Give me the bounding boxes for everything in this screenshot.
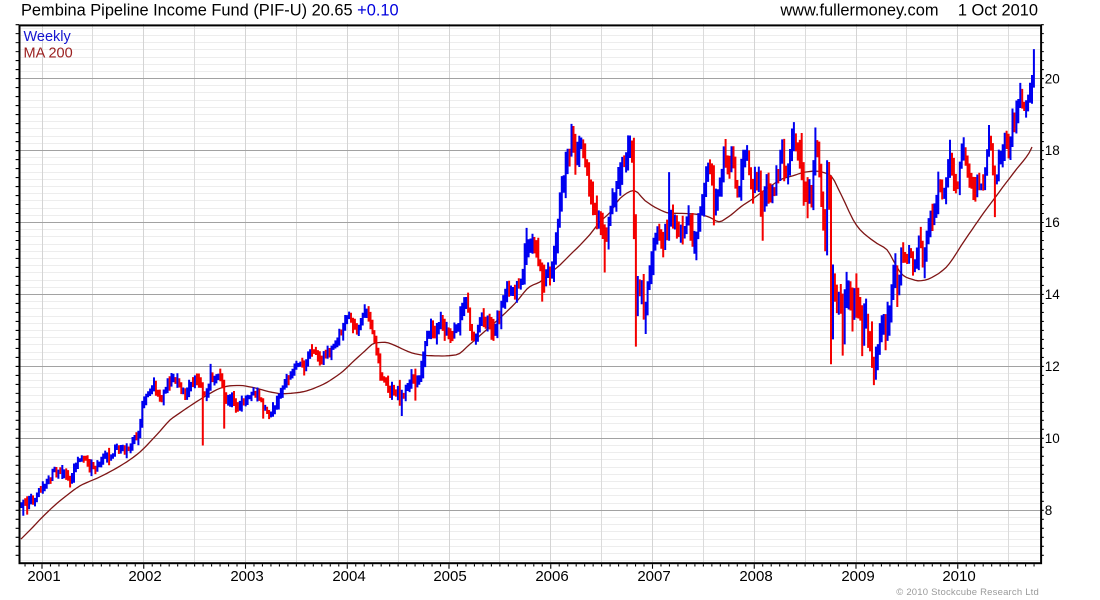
svg-text:2002: 2002 (128, 568, 161, 585)
svg-text:14: 14 (1045, 287, 1061, 302)
svg-text:Pembina Pipeline Income Fund (: Pembina Pipeline Income Fund (PIF-U) 20.… (21, 2, 399, 20)
svg-text:2003: 2003 (230, 568, 263, 585)
svg-text:2005: 2005 (433, 568, 466, 585)
svg-text:© 2010 Stockcube Research Ltd: © 2010 Stockcube Research Ltd (896, 587, 1039, 598)
svg-text:Weekly: Weekly (24, 29, 72, 45)
svg-text:2009: 2009 (841, 568, 874, 585)
svg-text:10: 10 (1045, 431, 1060, 446)
svg-text:20: 20 (1045, 71, 1060, 86)
svg-text:2006: 2006 (535, 568, 568, 585)
svg-text:12: 12 (1045, 359, 1060, 374)
svg-text:8: 8 (1045, 503, 1053, 518)
svg-text:1 Oct 2010: 1 Oct 2010 (958, 2, 1038, 20)
svg-text:2007: 2007 (637, 568, 670, 585)
svg-text:MA 200: MA 200 (24, 46, 73, 62)
svg-text:www.fullermoney.com: www.fullermoney.com (779, 2, 938, 20)
svg-text:16: 16 (1045, 215, 1060, 230)
svg-text:2004: 2004 (332, 568, 365, 585)
svg-text:2001: 2001 (27, 568, 60, 585)
svg-text:18: 18 (1045, 143, 1060, 158)
svg-text:2008: 2008 (739, 568, 772, 585)
svg-text:2010: 2010 (942, 568, 975, 585)
